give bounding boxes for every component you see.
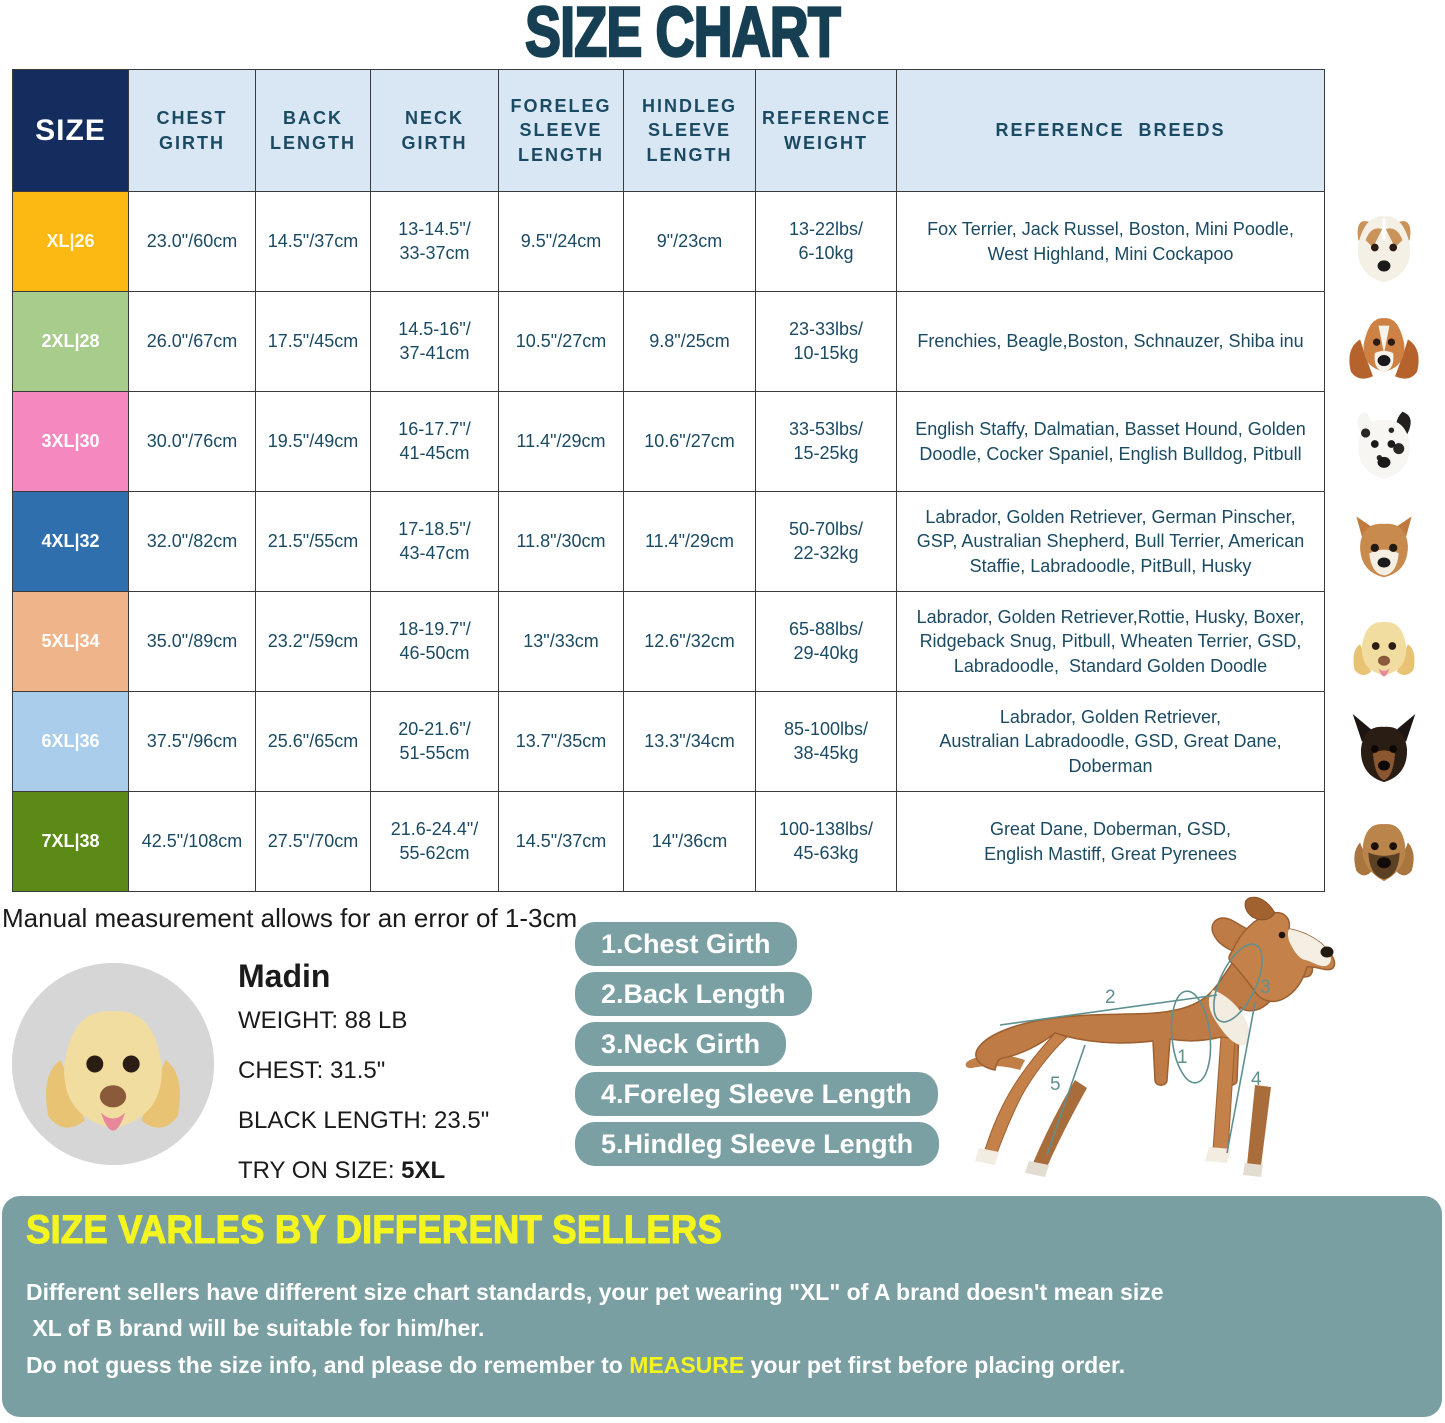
svg-text:1: 1 [1177,1047,1188,1068]
svg-text:4: 4 [1251,1069,1262,1090]
svg-text:3: 3 [1260,977,1271,998]
svg-text:2: 2 [1105,987,1116,1008]
svg-text:5: 5 [1050,1074,1061,1095]
